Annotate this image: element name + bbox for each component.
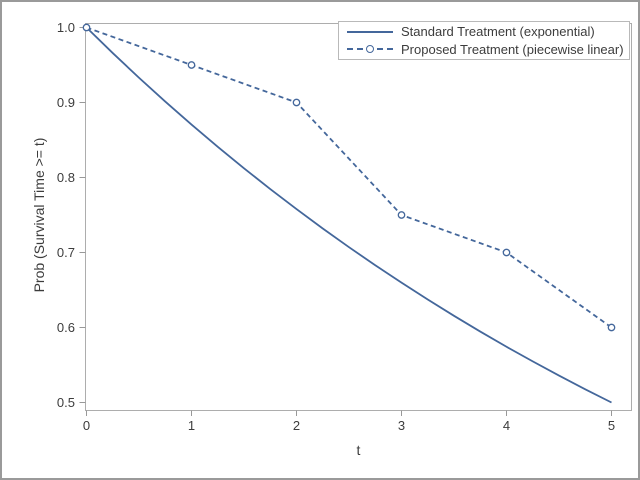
x-axis-title: t [356,442,361,458]
data-point-marker [82,23,91,32]
legend-item-standard: Standard Treatment (exponential) [347,24,621,40]
y-tick-label: 1.0 [57,20,75,35]
y-tick-label: 0.8 [57,170,75,185]
legend-label-proposed: Proposed Treatment (piecewise linear) [401,41,624,57]
data-point-marker [502,248,511,257]
dashed-line-marker-sample [347,45,393,54]
x-tick-label: 2 [293,418,300,433]
legend-label-standard: Standard Treatment (exponential) [401,24,595,40]
y-tick-label: 0.6 [57,320,75,335]
data-point-marker [187,61,196,69]
x-tick-label: 3 [398,418,405,433]
x-tick-label: 5 [608,418,615,433]
x-tick-label: 0 [83,418,90,433]
x-tick-label: 4 [503,418,510,433]
open-circle-marker-icon [366,45,374,54]
series-line-1 [86,26,613,329]
y-axis-title: Prob (Survival Time >= t) [31,137,47,293]
data-point-marker [607,323,616,332]
legend-item-proposed: Proposed Treatment (piecewise linear) [347,41,624,58]
solid-line-sample [347,30,393,33]
y-tick-label: 0.7 [57,245,75,260]
data-point-marker [397,211,406,219]
y-tick-label: 0.9 [57,95,75,110]
series-line-0 [85,26,612,404]
x-tick-label: 1 [188,418,195,433]
data-point-marker [292,98,301,107]
y-tick-label: 0.5 [57,395,75,410]
legend: Standard Treatment (exponential) Propose… [338,21,630,60]
plot-frame [85,23,632,411]
